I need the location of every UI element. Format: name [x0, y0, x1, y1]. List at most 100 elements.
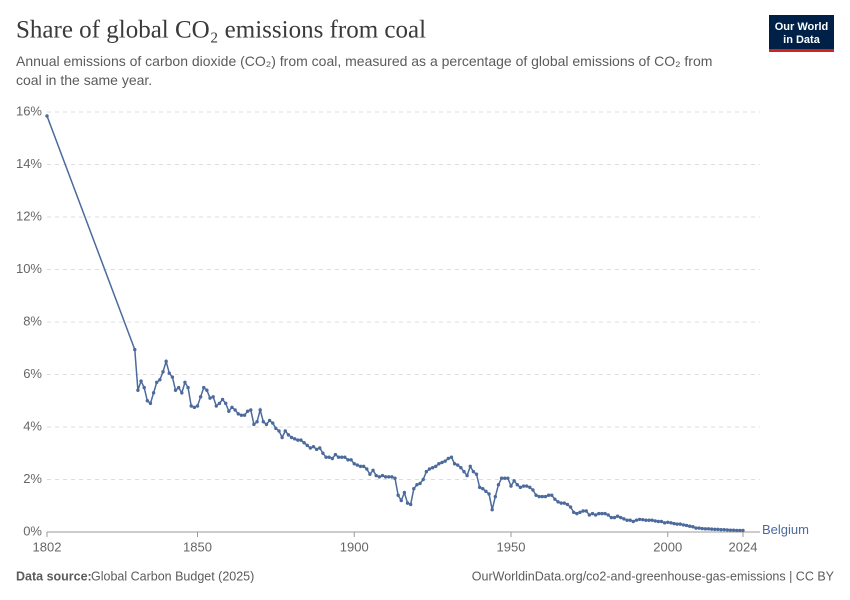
x-tick-label: 1802 — [33, 539, 62, 554]
data-point — [719, 527, 723, 532]
data-point — [647, 518, 651, 522]
data-point — [452, 462, 457, 466]
data-point — [402, 490, 407, 495]
data-point — [399, 498, 403, 503]
data-point — [321, 451, 325, 455]
data-point — [462, 469, 466, 474]
data-point — [565, 502, 570, 507]
data-point — [590, 511, 595, 516]
data-point — [289, 435, 294, 440]
data-point — [167, 371, 171, 375]
data-point — [264, 422, 269, 427]
data-point — [678, 522, 682, 526]
data-point — [418, 481, 422, 486]
data-point — [640, 517, 645, 522]
data-point — [725, 528, 730, 532]
data-point — [659, 519, 664, 524]
data-point — [540, 494, 545, 499]
data-point — [302, 441, 306, 445]
subtitle: Annual emissions of carbon dioxide (CO₂)… — [16, 53, 713, 88]
data-point — [575, 511, 579, 516]
data-point — [161, 370, 165, 374]
data-point — [572, 510, 576, 515]
data-point — [224, 401, 228, 406]
data-point — [352, 462, 356, 466]
data-point — [421, 477, 425, 482]
data-point — [644, 518, 648, 522]
data-point — [634, 518, 639, 522]
series-line — [46, 115, 743, 532]
data-point — [731, 528, 736, 532]
data-point — [474, 472, 479, 476]
y-tick-label: 16% — [16, 103, 42, 118]
series-label: Belgium — [762, 522, 809, 537]
data-point — [158, 378, 162, 382]
data-point — [277, 429, 281, 433]
data-point — [688, 524, 692, 528]
data-point — [603, 511, 607, 516]
data-point — [192, 405, 197, 410]
data-point — [449, 455, 454, 459]
data-point — [515, 483, 519, 487]
data-point — [180, 391, 184, 395]
data-point — [283, 429, 287, 433]
data-point — [371, 468, 375, 473]
source-url[interactable]: OurWorldinData.org/co2-and-greenhouse-ga… — [472, 569, 835, 583]
data-point — [349, 458, 353, 462]
data-point — [336, 455, 341, 459]
data-point — [512, 479, 516, 483]
data-point — [343, 455, 347, 459]
data-point — [164, 359, 168, 364]
data-point — [383, 475, 388, 479]
data-point — [559, 501, 563, 505]
data-point — [380, 473, 385, 478]
data-point — [735, 528, 739, 533]
data-point — [148, 401, 153, 406]
data-point — [509, 484, 513, 488]
data-point — [173, 388, 178, 392]
data-point — [189, 404, 193, 408]
data-point — [412, 486, 416, 491]
data-point — [440, 460, 444, 465]
logo-box[interactable] — [769, 15, 834, 52]
data-point — [280, 435, 284, 440]
data-point — [556, 500, 560, 504]
data-point — [202, 385, 206, 390]
data-point — [477, 485, 482, 490]
data-point — [490, 507, 494, 512]
data-point — [267, 418, 272, 423]
data-point — [308, 446, 313, 450]
data-point — [183, 380, 187, 385]
data-point — [170, 375, 175, 379]
y-tick-label: 4% — [23, 418, 42, 433]
data-point — [446, 456, 450, 461]
data-point — [681, 523, 686, 527]
data-point — [546, 493, 551, 497]
data-point — [728, 528, 733, 532]
data-point — [255, 420, 259, 424]
data-point — [496, 483, 501, 487]
data-point — [358, 464, 363, 469]
x-tick-label: 1850 — [183, 539, 212, 554]
data-point — [324, 455, 328, 459]
data-point — [311, 444, 316, 449]
x-tick-label: 2000 — [653, 539, 682, 554]
data-point — [233, 408, 237, 412]
data-point — [430, 465, 435, 470]
data-point — [151, 391, 156, 395]
x-tick-label: 1900 — [340, 539, 369, 554]
data-point — [524, 484, 529, 488]
data-point — [155, 380, 159, 385]
data-point — [211, 395, 215, 399]
data-point — [405, 501, 410, 505]
data-point — [377, 475, 382, 479]
data-point — [694, 526, 698, 530]
data-point — [691, 525, 695, 529]
data-point — [528, 485, 532, 490]
data-point — [365, 467, 369, 471]
data-point — [600, 511, 604, 516]
data-point — [261, 420, 266, 424]
data-point — [236, 412, 240, 416]
data-point — [503, 476, 507, 480]
